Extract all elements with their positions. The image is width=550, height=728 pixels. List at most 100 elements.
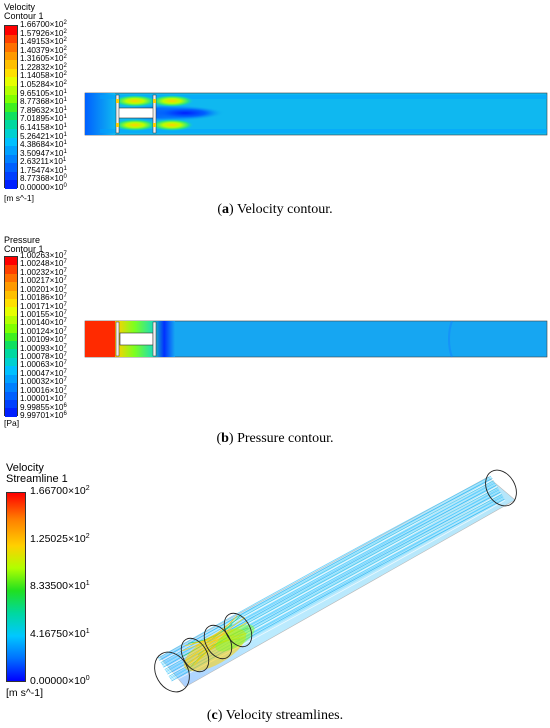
tick-label: 1.25025×102 — [30, 532, 90, 545]
tick-label: 1.00032×107 — [20, 377, 67, 387]
tick-label: 1.40379×102 — [20, 45, 67, 55]
tick-label: 1.00201×107 — [20, 284, 67, 294]
caption-b-label: b — [221, 431, 229, 446]
panel-velocity-contour: Velocity Contour 1 1.66700×102 1.57926×10… — [0, 0, 550, 225]
color-band — [5, 399, 17, 409]
tick-label: 1.31605×102 — [20, 54, 67, 64]
tick-label: 8.77368×101 — [20, 97, 67, 107]
baffle-block — [117, 107, 156, 119]
baffle-plate-2 — [152, 321, 157, 357]
caption-b-text: Pressure contour. — [237, 431, 334, 446]
color-band — [5, 383, 17, 392]
panel-pressure-contour: Pressure Contour 1 1.00263×107 1.00248×10… — [0, 225, 550, 455]
color-bar — [6, 492, 26, 682]
color-band — [5, 137, 17, 147]
tick-label: 1.00171×107 — [20, 301, 67, 311]
color-band — [5, 43, 17, 52]
caption-c-text: Velocity streamlines. — [225, 708, 344, 723]
legend-title: Velocity — [4, 2, 36, 12]
tick-label: 1.49153×102 — [20, 37, 67, 47]
tick-label: 1.57926×102 — [20, 28, 67, 38]
color-band — [5, 374, 17, 384]
color-band — [5, 120, 17, 129]
tick-label: 8.33500×101 — [30, 580, 90, 592]
tick-label: 1.00047×107 — [20, 368, 67, 378]
tick-label: 5.26421×101 — [20, 131, 67, 141]
tick-label: 1.00140×107 — [20, 318, 67, 328]
tick-label: 1.00124×107 — [20, 326, 67, 336]
streamline — [159, 478, 493, 661]
tick-label: 1.00016×107 — [20, 385, 67, 395]
tick-label: 1.66700×102 — [20, 20, 67, 29]
tick-label: 1.66700×102 — [30, 485, 90, 497]
tick-label: 0.00000×100 — [30, 675, 90, 687]
jet-bottom-2 — [150, 119, 194, 131]
caption-a: (a) Velocity contour. — [217, 202, 333, 217]
baffle-ring-2 — [203, 624, 233, 660]
baffle-ring-3 — [223, 612, 253, 648]
color-bar — [4, 256, 18, 417]
color-band — [5, 26, 17, 35]
color-band — [5, 111, 17, 121]
tick-label: 1.00217×107 — [20, 276, 67, 286]
color-band — [5, 273, 17, 283]
color-band — [5, 349, 17, 358]
color-band — [5, 180, 17, 189]
baffle-plate-2 — [152, 94, 157, 134]
jet-bottom-1 — [113, 119, 157, 131]
tick-label: 1.00248×107 — [20, 259, 67, 269]
tick-label: 3.50947×101 — [20, 148, 67, 158]
color-band — [5, 77, 17, 87]
legend-title: Pressure — [4, 235, 41, 245]
tick-label: 1.00263×107 — [20, 251, 67, 260]
caption-a-label: a — [222, 202, 230, 217]
color-band — [5, 265, 17, 274]
legend-subtitle: Contour 1 — [4, 11, 44, 21]
panel-velocity-streamlines: Velocity Streamline 1 1.66700×102 1.25025… — [0, 455, 550, 728]
tick-label: 4.16750×101 — [30, 627, 90, 640]
tick-label: 1.00001×107 — [20, 394, 67, 404]
color-band — [5, 171, 17, 181]
tick-label: 0.00000×100 — [20, 183, 67, 192]
color-band — [5, 366, 17, 375]
color-band — [5, 341, 17, 350]
jet-top-1 — [113, 95, 157, 107]
baffle-plate-1 — [115, 321, 120, 357]
tick-label: 1.14058×102 — [20, 71, 67, 81]
legend-subtitle: Contour 1 — [4, 244, 44, 254]
color-bar — [4, 25, 18, 189]
tick-label: 6.14158×101 — [20, 122, 67, 132]
tick-label: 1.00078×107 — [20, 352, 67, 362]
streamline — [160, 480, 494, 664]
streamline — [157, 475, 492, 659]
tick-label: 9.65105×101 — [20, 88, 67, 98]
jet-top-2 — [150, 95, 194, 107]
legend-unit: [Pa] — [4, 418, 20, 428]
tick-label: 1.00186×107 — [20, 293, 67, 303]
color-band — [5, 51, 17, 61]
color-band — [5, 357, 17, 367]
baffle-ring-1 — [180, 637, 210, 673]
color-band — [5, 290, 17, 300]
tick-label: 1.05284×102 — [20, 80, 67, 90]
color-band — [5, 68, 17, 78]
color-band — [5, 299, 17, 308]
tick-label: 1.00155×107 — [20, 309, 67, 319]
tick-label: 1.00063×107 — [20, 360, 67, 370]
legend-unit: [m s^-1] — [4, 193, 34, 203]
baffle-block — [119, 332, 154, 346]
legend-title: Velocity — [6, 462, 44, 474]
tick-label: 1.75474×101 — [20, 165, 67, 175]
inlet-cap — [154, 651, 190, 693]
color-band — [5, 332, 17, 342]
color-band — [5, 315, 17, 325]
velocity-contour-field — [84, 92, 548, 136]
color-band — [5, 257, 17, 266]
caption-c-label: c — [211, 708, 218, 723]
tick-label: 8.77368×100 — [20, 174, 67, 184]
tick-label: 7.89632×101 — [20, 105, 67, 115]
baffle-plate-1 — [115, 94, 120, 134]
color-band — [5, 34, 17, 44]
tick-label: 9.99855×106 — [20, 402, 67, 412]
color-band — [5, 163, 17, 172]
